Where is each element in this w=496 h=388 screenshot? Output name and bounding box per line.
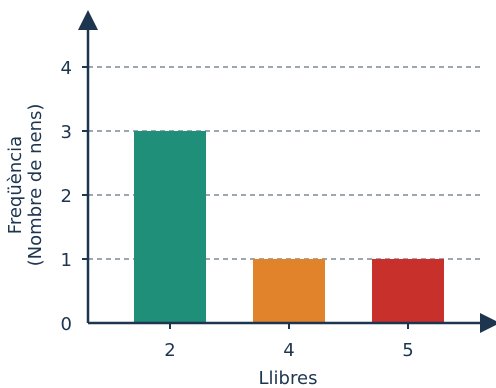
bars <box>134 131 444 323</box>
y-tick-label-0: 0 <box>61 314 72 335</box>
y-axis-title-line-2: (Nombre de nens) <box>25 104 46 267</box>
y-axis-title-line-1: Freqüència <box>5 136 26 234</box>
bar-4 <box>253 259 325 323</box>
y-tick-label-4: 4 <box>61 58 72 79</box>
y-tick-label-3: 3 <box>61 122 72 143</box>
bar-5 <box>372 259 444 323</box>
y-tick-labels: 0 1 2 3 4 <box>61 58 72 335</box>
x-tick-labels: 2 4 5 <box>164 323 414 361</box>
x-axis-title: Llibres <box>259 368 318 388</box>
y-tick-label-2: 2 <box>61 186 72 207</box>
x-tick-label-2: 2 <box>164 340 175 361</box>
bar-2 <box>134 131 206 323</box>
x-tick-label-4: 4 <box>283 340 294 361</box>
y-tick-label-1: 1 <box>61 250 72 271</box>
y-axis-title: Freqüència (Nombre de nens) <box>5 104 46 267</box>
x-tick-label-5: 5 <box>402 340 413 361</box>
